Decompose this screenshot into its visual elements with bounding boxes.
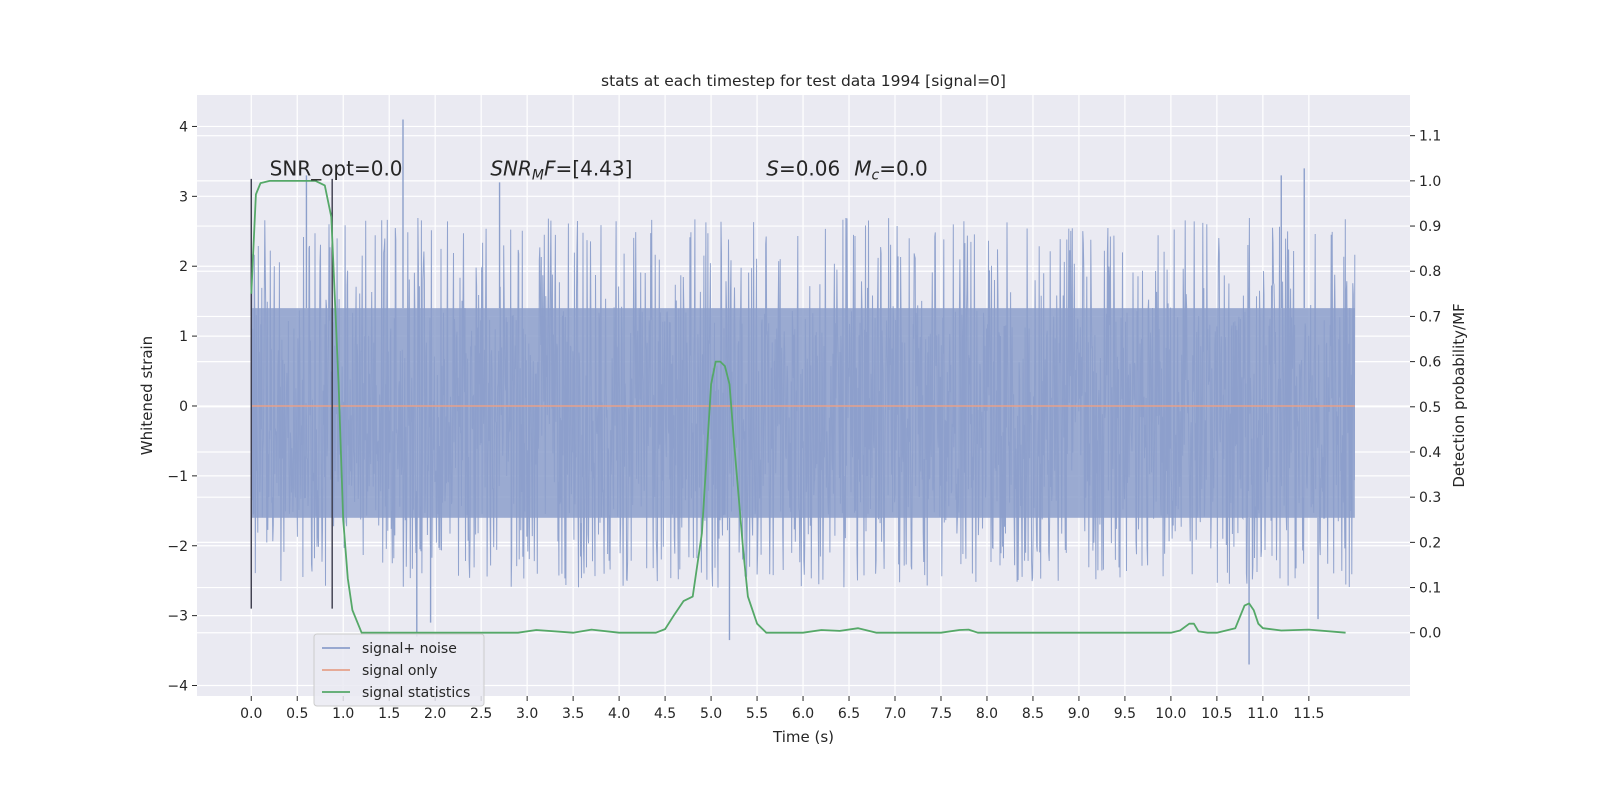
axis-ticks: 0.0 0.5 1.0 1.5 2.0 2.5 3.0 3.5 4.0 4.5 5.0 5.5 6.0 6… [167, 119, 1441, 722]
x-tick-label: 5.5 [746, 706, 768, 722]
right-y-tick-label: 0.6 [1419, 355, 1441, 371]
x-tick-label: 2.5 [470, 706, 492, 722]
y-tick-label: 3 [179, 189, 188, 205]
annotation-part: M [854, 156, 871, 180]
x-tick-label: 9.5 [1114, 706, 1136, 722]
y-tick-label: 2 [179, 259, 188, 275]
right-y-tick-label: 1.0 [1419, 174, 1441, 190]
chart-title: stats at each timestep for test data 199… [601, 72, 1006, 90]
right-y-tick-label: 0.0 [1419, 626, 1441, 642]
x-tick-label: 1.5 [378, 706, 400, 722]
x-tick-label: 1.0 [332, 706, 354, 722]
right-y-axis-label: Detection probability/MF [1450, 303, 1468, 487]
x-tick-label: 11.0 [1247, 706, 1278, 722]
annotations: SNR_opt=0.0 SNRMF=[4.43] S=0.06 Mc=0.0 [270, 156, 928, 183]
x-tick-label: 9.0 [1068, 706, 1090, 722]
annotation-subscript: c [872, 167, 880, 183]
y-tick-label: −3 [167, 609, 188, 625]
y-tick-label: 4 [179, 119, 188, 135]
x-tick-label: 5.0 [700, 706, 722, 722]
x-tick-label: 0.5 [286, 706, 308, 722]
annotation-part: SNR [490, 156, 532, 180]
legend-label: signal+ noise [362, 641, 457, 657]
x-tick-label: 6.5 [838, 706, 860, 722]
x-tick-label: 8.5 [1022, 706, 1044, 722]
y-tick-label: −1 [167, 469, 188, 485]
y-tick-label: −4 [167, 679, 188, 695]
x-tick-label: 3.5 [562, 706, 584, 722]
right-y-tick-label: 0.1 [1419, 581, 1441, 597]
noise-dense-band [251, 308, 1355, 518]
legend: signal+ noise signal only signal statistic… [313, 633, 485, 707]
right-y-tick-label: 0.7 [1419, 309, 1441, 325]
right-y-tick-label: 1.1 [1419, 129, 1441, 145]
right-y-tick-label: 0.9 [1419, 219, 1441, 235]
x-tick-label: 8.0 [976, 706, 998, 722]
annotation-part: S [766, 156, 779, 180]
y-tick-label: −2 [167, 539, 188, 555]
right-y-tick-label: 0.8 [1419, 264, 1441, 280]
annotation-subscript: M [532, 167, 544, 183]
annotation-part: =[4.43] [556, 156, 633, 180]
signal-statistics-line [250, 179, 1346, 634]
x-tick-label: 0.0 [240, 706, 262, 722]
x-tick-label: 11.5 [1293, 706, 1324, 722]
y-tick-label: 1 [179, 329, 188, 345]
legend-box [313, 633, 485, 707]
x-tick-label: 3.0 [516, 706, 538, 722]
legend-label: signal only [362, 663, 437, 679]
legend-label: signal statistics [362, 685, 470, 701]
right-y-tick-label: 0.5 [1419, 400, 1441, 416]
x-axis-label: Time (s) [772, 728, 834, 746]
statistics-series [250, 179, 1346, 634]
annotation-part: =0.0 [879, 156, 928, 180]
x-tick-label: 7.0 [884, 706, 906, 722]
x-tick-label: 10.5 [1201, 706, 1232, 722]
x-tick-label: 10.0 [1155, 706, 1186, 722]
annotation-text: SNR_opt=0.0 [270, 156, 403, 180]
y-axis-label: Whitened strain [138, 336, 156, 455]
right-y-tick-label: 0.2 [1419, 535, 1441, 551]
x-tick-label: 2.0 [424, 706, 446, 722]
annotation-text: SNRMF=[4.43] [490, 156, 632, 183]
x-tick-label: 7.5 [930, 706, 952, 722]
x-tick-label: 4.0 [608, 706, 630, 722]
x-tick-label: 6.0 [792, 706, 814, 722]
right-y-tick-label: 0.4 [1419, 445, 1441, 461]
annotation-part: F [544, 156, 556, 180]
right-y-tick-label: 0.3 [1419, 490, 1441, 506]
noise-series [250, 119, 1356, 665]
annotation-text: S=0.06 Mc=0.0 [766, 156, 928, 183]
x-tick-label: 4.5 [654, 706, 676, 722]
annotation-part: =0.06 [779, 156, 840, 180]
y-tick-label: 0 [179, 399, 188, 415]
